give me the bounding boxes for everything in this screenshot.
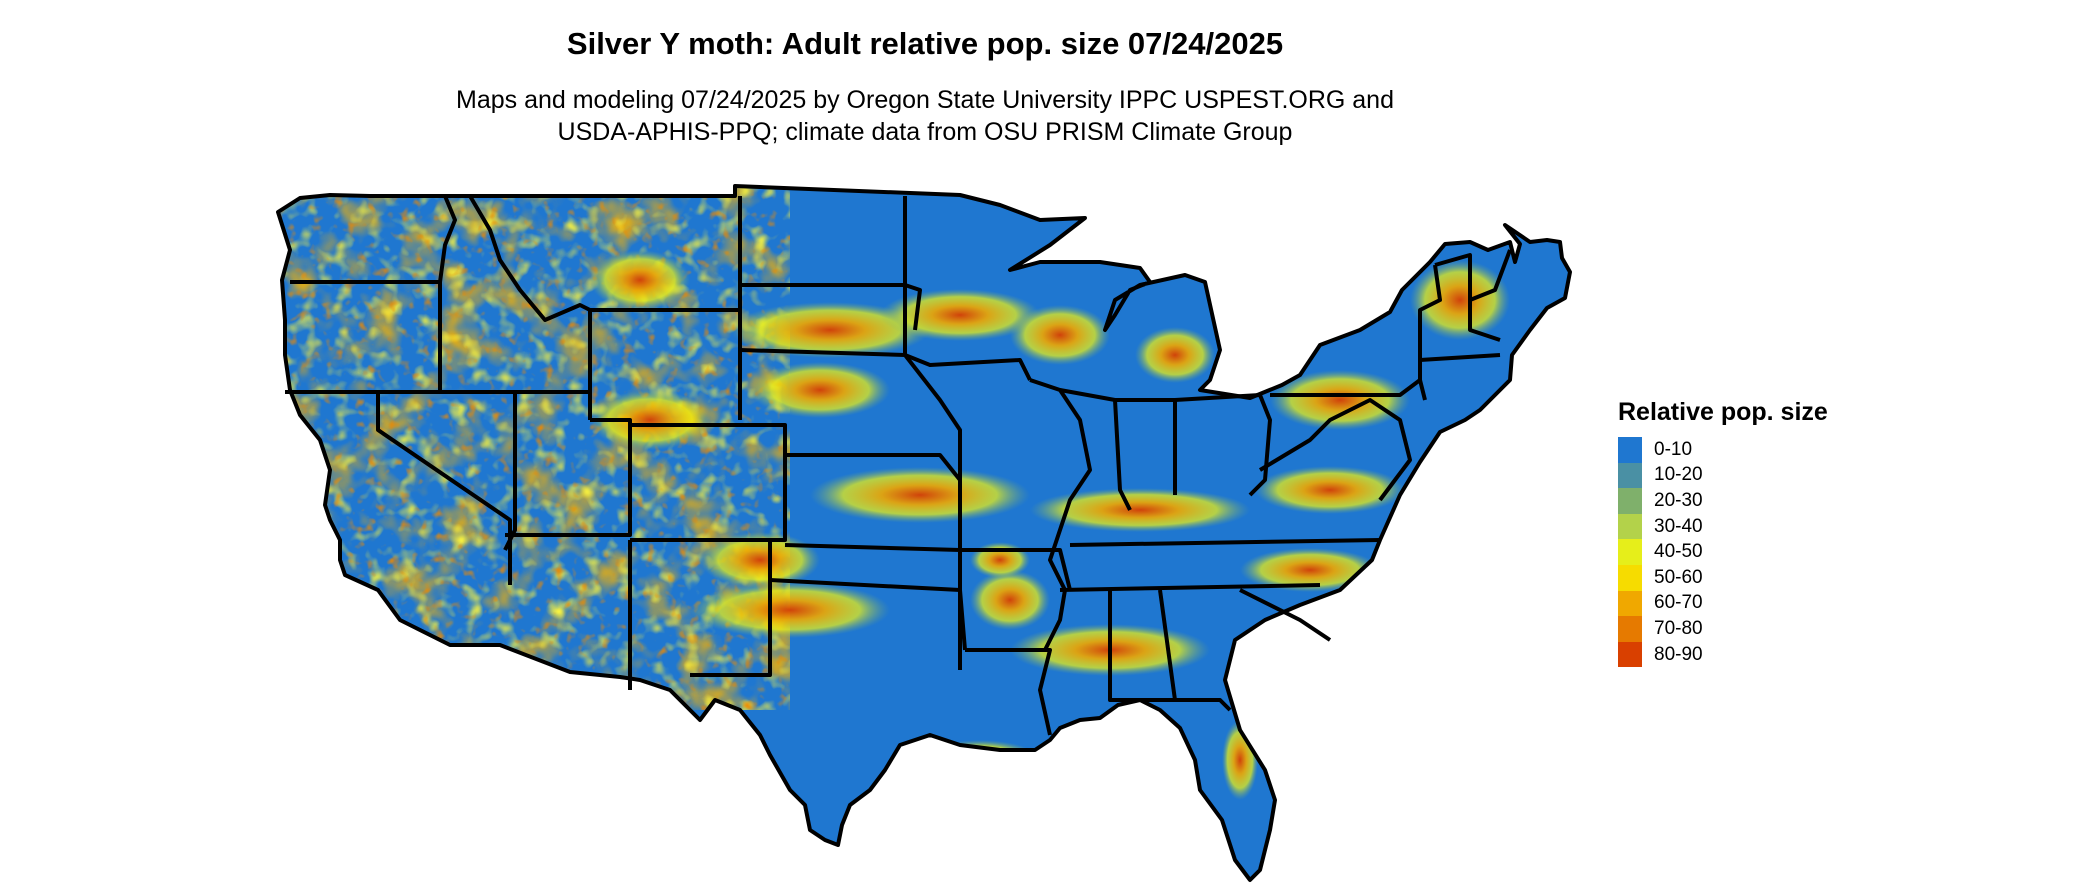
border-minnesota-iowa: [903, 196, 962, 550]
border-maine: [1469, 249, 1512, 302]
map-title: Silver Y moth: Adult relative pop. size …: [566, 26, 1284, 61]
legend-item: 0-10: [1618, 437, 1828, 463]
border-ohio-pennsylvania: [1174, 393, 1272, 497]
west-hotspots: [278, 186, 790, 710]
legend-item: 20-30: [1618, 488, 1828, 514]
border-newmexico-texas: [630, 538, 772, 677]
border-missouri-arkansas: [960, 548, 1072, 591]
legend-label: 10-20: [1654, 464, 1703, 486]
legend-item: 40-50: [1618, 539, 1828, 565]
legend-item: 10-20: [1618, 462, 1828, 489]
legend-item: 80-90: [1618, 641, 1828, 668]
legend-title: Relative pop. size: [1618, 398, 1828, 426]
legend-label: 0-10: [1654, 438, 1693, 460]
map-subtitle: Maps and modeling 07/24/2025 by Oregon S…: [0, 84, 1850, 148]
border-georgia-carolina: [1239, 588, 1332, 642]
legend-item: 60-70: [1618, 590, 1828, 617]
border-alabama-georgia: [1158, 589, 1177, 701]
legend-item: 70-80: [1618, 616, 1828, 642]
border-illinois-indiana: [1059, 388, 1132, 511]
border-utah: [505, 418, 632, 537]
legend-swatch: [1618, 437, 1642, 463]
legend-label: 40-50: [1654, 541, 1703, 563]
subtitle-line-1: Maps and modeling 07/24/2025 by Oregon S…: [456, 86, 1394, 114]
border-massachusetts: [1419, 353, 1501, 362]
legend-label: 50-60: [1654, 566, 1703, 588]
legend-swatch: [1618, 641, 1642, 668]
legend-item: 30-40: [1618, 513, 1828, 540]
border-oklahoma: [768, 545, 967, 651]
state-borders: [276, 184, 1572, 882]
legend-swatch: [1618, 616, 1642, 642]
border-nebraska-north: [739, 348, 1032, 381]
legend-swatch: [1618, 539, 1642, 565]
legend-swatch: [1618, 488, 1642, 514]
border-idaho-montana: [445, 194, 592, 420]
subtitle-line-2: USDA-APHIS-PPQ; climate data from OSU PR…: [557, 118, 1293, 146]
border-washington-oregon: [290, 195, 457, 284]
border-kansas-nebraska: [785, 453, 962, 482]
legend-swatch: [1618, 564, 1642, 591]
legend-item: 50-60: [1618, 564, 1828, 591]
legend-label: 20-30: [1654, 489, 1703, 511]
border-mississippi-alabama: [1108, 590, 1140, 702]
border-louisiana: [965, 648, 1052, 736]
legend-label: 70-80: [1654, 617, 1703, 639]
border-tennessee-south: [1059, 583, 1321, 592]
border-pennsylvania-newyork: [1270, 378, 1427, 401]
legend-label: 80-90: [1654, 643, 1703, 665]
border-newengland: [1434, 253, 1501, 342]
legend: Relative pop. size 0-10 10-20 20-30 30-40 40…: [1618, 398, 1828, 668]
border-virginias: [1258, 398, 1412, 502]
legend-items: 0-10 10-20 20-30 30-40 40-50 50-60 60-70 70-80 8…: [1618, 437, 1828, 668]
border-nevada: [378, 390, 517, 551]
legend-label: 30-40: [1654, 515, 1703, 537]
border-dakotas: [740, 283, 922, 331]
legend-label: 60-70: [1654, 592, 1703, 614]
legend-swatch: [1618, 462, 1642, 489]
border-florida: [1140, 698, 1232, 712]
legend-swatch: [1618, 590, 1642, 617]
legend-swatch: [1618, 513, 1642, 540]
border-tennessee-north: [1069, 538, 1381, 547]
border-newyork-vermont: [1418, 264, 1442, 380]
border-mississippi-river: [1029, 378, 1092, 651]
